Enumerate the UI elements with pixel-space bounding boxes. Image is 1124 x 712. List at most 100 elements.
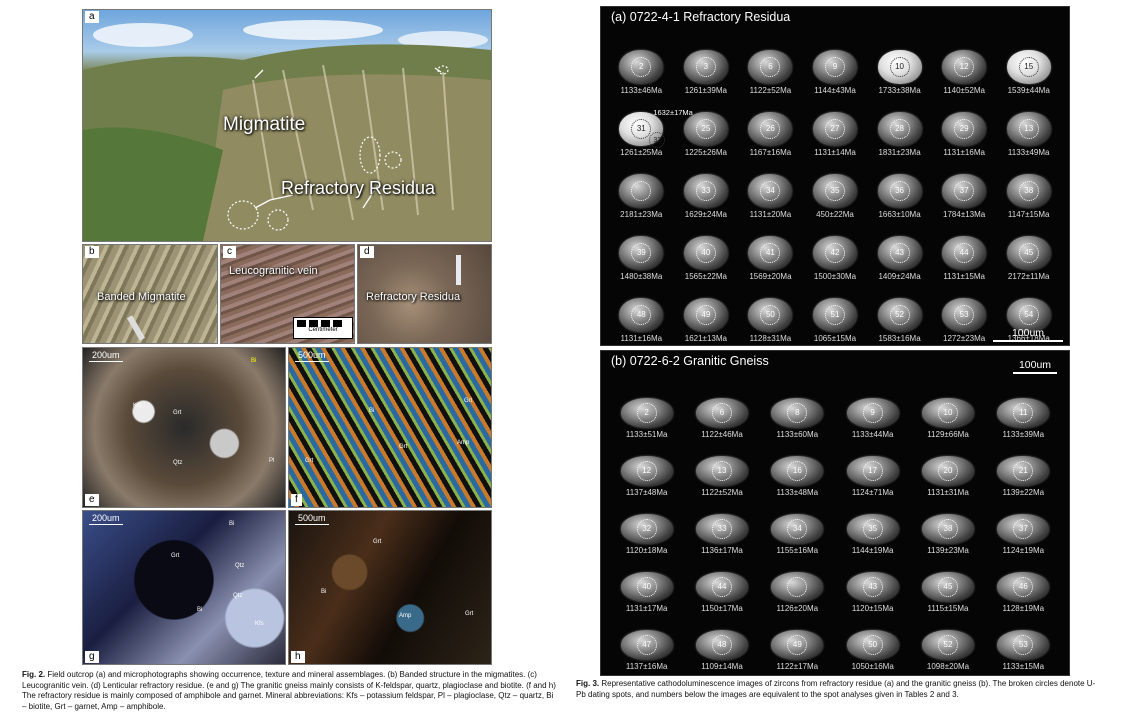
zircon-cl-image: 2 [620,398,673,428]
dating-spot: 36 [889,181,910,201]
zircon-grain: 42 1500±30Ma [803,219,868,281]
dating-spot: 40 [636,577,657,597]
zircon-cl-image: 42 [812,236,857,270]
zircon-cl-image: 33 [683,174,728,208]
zircon-age-label: 1131±15Ma [943,272,985,281]
zircon-cl-image: 52 [877,298,922,332]
centimeter-ruler: Centimeter [293,317,353,339]
dating-spot: 45 [1018,243,1039,263]
zircon-age-label: 1133±46Ma [620,86,663,95]
zircon-age-label: 1137±48Ma [625,488,668,497]
zircon-grain: 35 1144±19Ma [835,497,910,555]
zircon-age-label: 2172±11Ma [1007,272,1050,281]
zircon-age-label: 2181±23Ma [620,210,663,219]
zircon-grain: 33 1136±17Ma [684,497,759,555]
dating-spot: 13 [711,461,732,481]
mineral-label: Grt [464,398,473,404]
dating-spot: 44 [711,577,732,597]
zircon-grain: 3 1261±39Ma [674,33,739,95]
zircon-cl-image: 13 [695,456,748,486]
zircon-panel-a: (a) 0722-4-1 Refractory Residua 2 1133±46… [600,6,1070,346]
panel-label-c: c [223,246,236,258]
fig3-caption-text: Representative cathodoluminescence image… [576,679,1096,699]
mineral-label: Grt [373,539,382,545]
zircon-age-label: 1583±16Ma [878,334,921,343]
mineral-label: Kfs [133,403,142,409]
zircon-age-label: 1133±60Ma [776,430,819,439]
zircon-age-label: 1120±18Ma [625,546,668,555]
zircon-cl-image: 48 [619,298,664,332]
zircon-age-label: 1120±15Ma [851,604,894,613]
dating-spot: 51 [824,305,845,325]
zircon-grain: 37 1784±13Ma [932,157,997,219]
zircon-age-label: 1122±52Ma [749,86,792,95]
zircon-age-label: 1126±20Ma [776,604,819,613]
dating-spot: 27 [824,119,845,139]
zircon-grain: 12 1137±48Ma [609,439,684,497]
zircon-cl-image: 33 [695,514,748,544]
dating-spot: 52 [889,305,910,325]
dating-spot: 49 [787,635,808,655]
dating-spot: 37 [954,181,975,201]
dating-spot: 29 [954,119,975,139]
zircon-grain: 11 1133±39Ma [986,381,1061,439]
zircon-grain: 9 1144±43Ma [803,33,868,95]
mineral-label: Qtz [173,460,183,466]
zircon-age-label: 1131±31Ma [927,488,969,497]
dating-spot: 28 [889,119,910,139]
zircon-panel-a-title: (a) 0722-4-1 Refractory Residua [611,10,791,24]
zircon-grain: 33 1629±24Ma [674,157,739,219]
zircon-cl-image: 12 [942,50,987,84]
hammer-icon [126,315,146,341]
zircon-cl-image: 43 [846,572,899,602]
hammer-icon [456,255,461,285]
zircon-cl-image: 35 [846,514,899,544]
zircon-grain: 40 1565±22Ma [674,219,739,281]
mineral-label: Amp [457,440,470,446]
dating-spot: 2 [631,57,652,77]
zircon-cl-image: 44 [695,572,748,602]
zircon-grain: 16 1133±48Ma [760,439,835,497]
mineral-label: Bi [229,521,235,527]
zircon-cl-image: 10 [921,398,974,428]
zircon-age-label: 1136±17Ma [701,546,743,555]
zircon-age-label: 1133±39Ma [1002,430,1045,439]
dating-spot: 32 [636,519,657,539]
zircon-age-label: 1124±19Ma [1002,546,1045,555]
zircon-grain: 39 1480±38Ma [609,219,674,281]
dating-spot: 8 [787,403,808,423]
dating-spot: 6 [760,57,781,77]
zircon-cl-image: 40 [620,572,673,602]
zircon-grain: 40 1131±17Ma [609,555,684,613]
zircon-grain: 51 1065±15Ma [803,281,868,343]
zircon-age-label: 450±22Ma [816,210,854,219]
dating-spot: 9 [824,57,845,77]
zircon-grain: 48 1109±14Ma [684,613,759,671]
zircon-cl-image: 17 [846,456,899,486]
zircon-cl-image: 43 [877,236,922,270]
dating-spot: 48 [631,305,652,325]
dating-spot: 41 [760,243,781,263]
zircon-grain: 13 1122±52Ma [684,439,759,497]
dating-spot: 38 [1018,181,1039,201]
dating-spot: 10 [937,403,958,423]
scale-bar-h: 500um [295,513,329,525]
dating-spot: 16 [787,461,808,481]
zircon-age-label: 1500±30Ma [813,272,857,281]
zircon-cl-image: 26 [748,112,793,146]
zircon-grain: 21 1139±22Ma [986,439,1061,497]
zircon-grain: 27 1131±14Ma [803,95,868,157]
fig3-caption: Fig. 3. Representative cathodoluminescen… [576,679,1096,700]
zircon-cl-image: 28 [877,112,922,146]
dating-spot: 10 [889,57,910,77]
zircon-cl-image: 54 [1006,298,1051,332]
zircon-panel-b: (b) 0722-6-2 Granitic Gneiss 100um 2 1133… [600,350,1070,676]
dating-spot: 42 [824,243,845,263]
zircon-age-label: 1122±46Ma [701,430,743,439]
zircon-age-label: 1109±14Ma [701,662,743,671]
zircon-age-label: 1128±31Ma [749,334,792,343]
zircon-cl-image: 25 [683,112,728,146]
dating-spot: 11 [1013,403,1034,423]
micro-panel-h: 500um Grt Bi Amp Grt h [288,510,492,665]
zircon-cl-image [619,174,664,208]
